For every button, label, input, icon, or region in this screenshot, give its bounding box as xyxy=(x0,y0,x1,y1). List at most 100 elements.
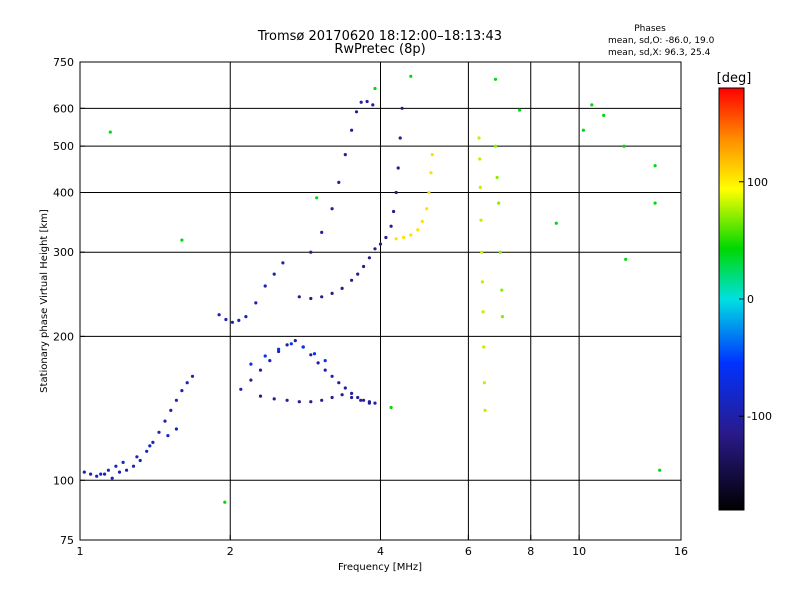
data-point xyxy=(350,395,354,400)
data-point xyxy=(622,144,626,148)
data-point xyxy=(230,320,234,324)
data-point xyxy=(343,153,347,157)
colorbar-tick-label: 0 xyxy=(747,293,754,306)
data-point xyxy=(239,387,243,391)
data-point xyxy=(481,310,485,314)
data-point xyxy=(320,398,324,402)
data-point xyxy=(309,296,313,301)
data-point xyxy=(373,401,377,405)
data-point xyxy=(117,470,122,474)
data-point xyxy=(367,256,371,260)
data-point xyxy=(340,286,344,290)
data-point xyxy=(497,201,501,205)
x-tick-label: 16 xyxy=(674,545,688,558)
data-point xyxy=(301,345,305,349)
data-point xyxy=(258,394,263,398)
data-point xyxy=(103,472,107,476)
data-point xyxy=(340,393,344,397)
data-point xyxy=(135,455,139,459)
y-tick-label: 75 xyxy=(60,534,74,547)
data-point xyxy=(263,284,267,288)
data-point xyxy=(285,398,289,402)
data-point xyxy=(145,449,149,453)
data-point xyxy=(312,352,317,356)
data-point xyxy=(518,108,522,112)
data-point xyxy=(409,74,413,78)
stats-line-x: mean, sd,X: 96.3, 25.4 xyxy=(608,48,711,58)
data-point xyxy=(602,113,606,117)
data-point xyxy=(378,242,383,246)
data-point xyxy=(427,190,431,195)
data-point xyxy=(367,401,371,405)
data-point xyxy=(138,458,142,463)
data-point xyxy=(398,136,402,140)
data-point xyxy=(281,261,285,265)
data-points xyxy=(82,74,662,504)
data-point xyxy=(180,238,184,242)
data-point xyxy=(125,468,129,472)
x-axis-label: Frequency [MHz] xyxy=(338,562,422,573)
data-point xyxy=(330,291,334,295)
data-point xyxy=(477,136,481,140)
data-point xyxy=(277,347,281,351)
data-point xyxy=(285,343,289,347)
chart-subtitle: RwPretec (8p) xyxy=(334,42,425,57)
data-point xyxy=(82,470,86,474)
data-point xyxy=(337,180,341,184)
data-point xyxy=(356,395,360,400)
data-point xyxy=(315,196,319,200)
data-point xyxy=(330,207,334,211)
data-point xyxy=(362,398,366,402)
data-point xyxy=(110,476,114,480)
data-point xyxy=(500,315,504,319)
data-point xyxy=(293,339,297,343)
stats-heading: Phases xyxy=(634,24,666,34)
data-point xyxy=(498,250,502,254)
data-point xyxy=(309,250,313,254)
data-point xyxy=(394,237,398,241)
data-point xyxy=(190,374,195,378)
data-point xyxy=(359,100,363,104)
colorbar-tick-label: 100 xyxy=(747,176,768,189)
y-tick-label: 100 xyxy=(53,474,74,487)
data-point xyxy=(272,272,276,276)
data-point xyxy=(166,434,170,438)
data-point xyxy=(359,398,363,402)
axis-ticks: 1 2 4 6 8 10 16 75 100 200 300 400 500 600 750 xyxy=(53,56,688,558)
data-point xyxy=(658,468,662,472)
data-point xyxy=(429,171,433,175)
data-point xyxy=(323,359,327,363)
data-point xyxy=(263,354,267,358)
x-tick-label: 1 xyxy=(77,545,84,558)
data-point xyxy=(99,472,103,476)
data-point xyxy=(337,381,341,385)
data-point xyxy=(217,313,221,317)
data-point xyxy=(389,224,393,228)
data-point xyxy=(131,464,136,468)
data-point xyxy=(323,368,327,372)
x-tick-label: 4 xyxy=(377,545,384,558)
data-point xyxy=(350,128,354,132)
data-point xyxy=(289,342,293,346)
data-point xyxy=(121,460,125,464)
data-point xyxy=(343,386,347,390)
data-point xyxy=(554,221,558,225)
data-point xyxy=(373,247,377,251)
colorbar-tick-label: -100 xyxy=(747,410,772,423)
data-point xyxy=(174,427,178,431)
y-tick-label: 400 xyxy=(53,186,74,199)
y-axis-label: Stationary phase Virtual Height [km] xyxy=(39,209,50,393)
data-point xyxy=(258,368,263,372)
data-point xyxy=(330,395,334,400)
colorbar-ticks: 100 0 -100 xyxy=(739,176,772,423)
data-point xyxy=(373,86,377,91)
data-point xyxy=(430,153,434,157)
data-point xyxy=(316,361,320,365)
data-point xyxy=(478,157,482,161)
data-point xyxy=(180,389,184,393)
data-point xyxy=(95,474,99,478)
data-point xyxy=(157,430,161,434)
data-point xyxy=(493,77,498,81)
x-tick-label: 6 xyxy=(465,545,472,558)
